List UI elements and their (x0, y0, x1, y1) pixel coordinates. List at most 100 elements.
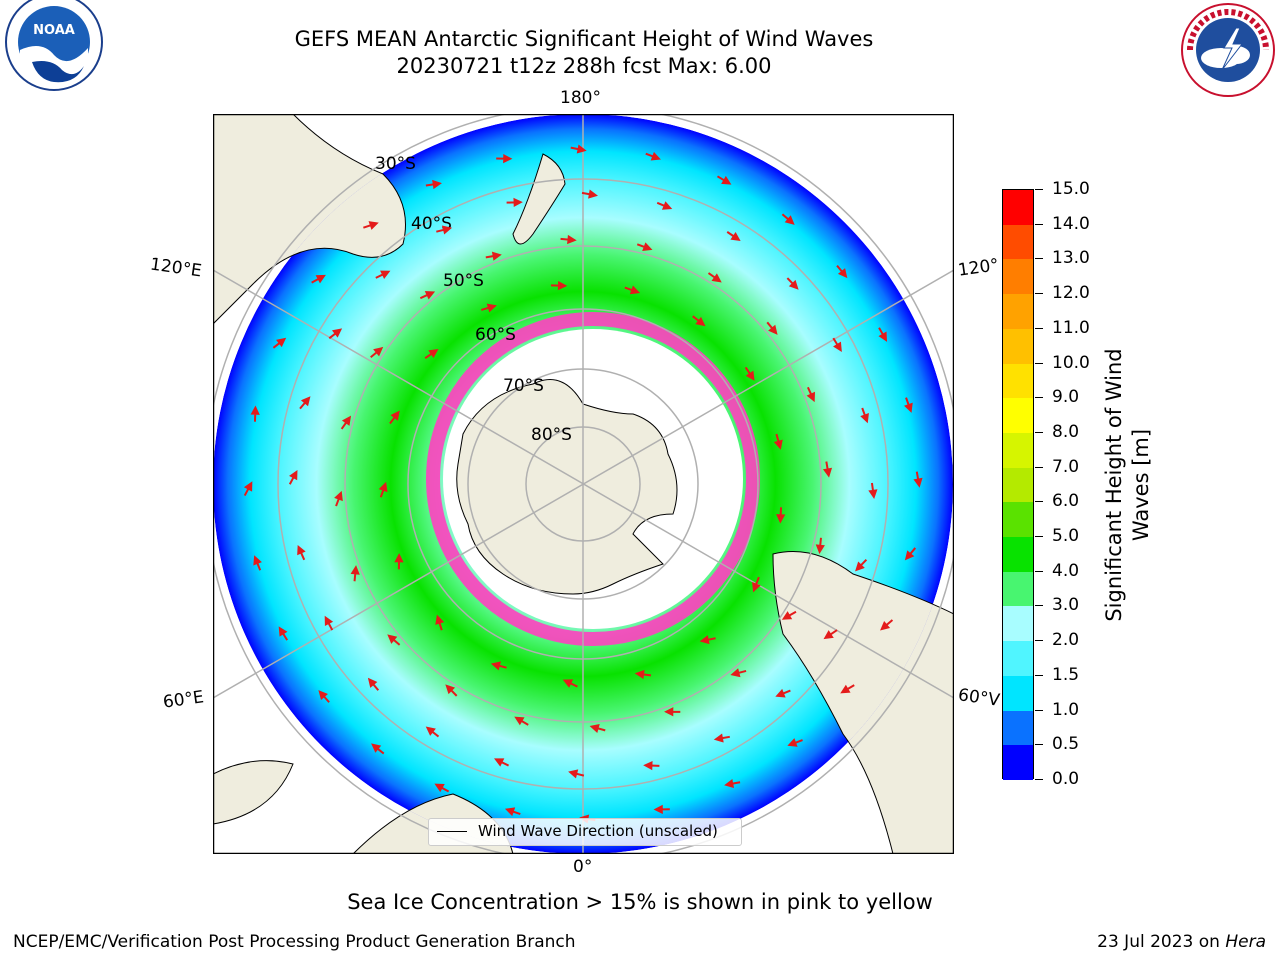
colorbar-tick (1035, 536, 1043, 538)
wave-direction-arrow (855, 558, 868, 572)
wave-direction-arrow (419, 291, 436, 300)
wave-direction-arrow (713, 733, 730, 743)
wave-direction-arrow (425, 179, 442, 190)
wave-direction-arrow (311, 274, 326, 284)
colorbar-band (1003, 190, 1033, 225)
sea-ice-note: Sea Ice Concentration > 15% is shown in … (347, 890, 933, 914)
wave-direction-arrow (570, 144, 587, 154)
wave-direction-arrow (822, 461, 833, 478)
wave-direction-arrow (371, 743, 385, 755)
wave-direction-arrow (781, 610, 797, 620)
wave-direction-arrow (297, 544, 306, 561)
wave-direction-arrow (776, 507, 786, 524)
wave-direction-arrow (786, 277, 799, 290)
sea-ice-edge (426, 312, 760, 646)
colorbar-tick-label: 15.0 (1052, 179, 1090, 199)
wave-direction-arrow (494, 758, 510, 767)
wave-direction-arrow (634, 669, 652, 680)
wave-direction-arrow (699, 635, 716, 645)
colorbar-tick-label: 3.0 (1052, 595, 1080, 616)
chart-subtitle: 20230721 t12z 288h fcst Max: 6.00 (396, 54, 772, 78)
wave-direction-arrow (836, 264, 848, 279)
wave-direction-arrow (394, 553, 404, 570)
lat-label-60s: 60°S (475, 325, 516, 345)
wave-direction-arrow (367, 677, 380, 691)
wave-direction-arrow (324, 615, 334, 631)
colorbar-tick (1035, 640, 1043, 642)
wind-wave-arrows (243, 144, 923, 824)
lat-label-50s: 50°S (443, 271, 484, 291)
colorbar-band (1003, 363, 1033, 399)
lon-label-0: 0° (573, 857, 593, 877)
legend-label: Wind Wave Direction (unscaled) (478, 822, 718, 840)
wave-direction-arrow (645, 151, 661, 161)
map-panel: 30°S 40°S 50°S 60°S 70°S 80°S (212, 113, 955, 855)
colorbar-tick (1035, 466, 1043, 468)
lat-label-80s: 80°S (531, 425, 572, 445)
wave-direction-arrow (716, 175, 732, 185)
wave-direction-arrow (815, 537, 825, 554)
wave-direction-arrow (253, 555, 262, 571)
wave-direction-arrow (328, 328, 343, 340)
antarctica-land (456, 379, 678, 595)
colorbar-band (1003, 745, 1033, 780)
wave-direction-arrow (340, 415, 352, 430)
wave-direction-arrow (424, 348, 439, 359)
lon-label-120e: 120°E (148, 254, 203, 282)
wave-direction-arrow (250, 405, 260, 422)
footer-date: 23 Jul 2023 on Hera (1097, 932, 1266, 952)
wave-direction-arrow (868, 482, 878, 500)
colorbar-tick-label: 0.5 (1052, 734, 1080, 755)
wave-direction-arrow (378, 481, 388, 498)
nws-logo (1181, 3, 1275, 97)
wave-direction-arrow (775, 688, 791, 698)
wave-direction-arrow (514, 716, 529, 726)
wave-direction-arrow (436, 225, 453, 235)
colorbar-tick (1035, 327, 1043, 329)
wave-direction-arrow (806, 386, 815, 403)
wave-direction-arrow (387, 634, 401, 646)
lat-label-40s: 40°S (411, 214, 452, 234)
wave-direction-arrow (664, 707, 681, 717)
wave-direction-arrow (781, 213, 795, 225)
wave-direction-arrow (504, 807, 521, 817)
wave-direction-arrow (904, 547, 917, 561)
colorbar-band (1003, 259, 1033, 295)
wave-direction-arrow (496, 153, 513, 164)
colorbar-band (1003, 675, 1033, 711)
colorbar (1002, 189, 1034, 780)
noaa-logo-text: NOAA (33, 23, 75, 38)
colorbar-band (1003, 502, 1033, 538)
colorbar-band (1003, 328, 1033, 364)
map-legend: Wind Wave Direction (unscaled) (428, 818, 742, 846)
wave-direction-arrow (375, 270, 391, 279)
colorbar-band (1003, 641, 1033, 676)
wave-direction-arrow (272, 337, 287, 349)
colorbar-tick (1035, 431, 1043, 433)
colorbar-tick-label: 7.0 (1052, 456, 1080, 477)
colorbar-tick-label: 10.0 (1052, 352, 1090, 373)
wave-direction-arrow (581, 189, 598, 199)
footer-host: Hera (1225, 932, 1266, 952)
wave-direction-arrow (730, 668, 747, 678)
colorbar-tick-label: 14.0 (1052, 213, 1090, 234)
wave-direction-arrow (434, 783, 450, 793)
wave-direction-arrow (506, 197, 523, 208)
lon-label-60e: 60°E (161, 687, 206, 713)
colorbar-tick (1035, 258, 1043, 260)
colorbar-tick-label: 1.5 (1052, 664, 1080, 685)
new-zealand-land (512, 153, 566, 245)
wave-direction-arrow (656, 201, 673, 210)
wave-direction-arrow (636, 242, 653, 252)
wave-direction-arrow (752, 576, 761, 593)
wave-direction-arrow (653, 804, 670, 815)
wave-direction-arrow (787, 738, 803, 747)
wave-direction-arrow (840, 684, 855, 694)
colorbar-tick (1035, 397, 1043, 399)
lon-label-120w: 120° (956, 255, 1001, 281)
wave-direction-arrow (643, 760, 660, 771)
colorbar-tick-label: 11.0 (1052, 317, 1090, 338)
wave-direction-arrow (363, 221, 379, 230)
wave-direction-arrow (562, 679, 578, 688)
wave-direction-arrow (445, 684, 458, 697)
